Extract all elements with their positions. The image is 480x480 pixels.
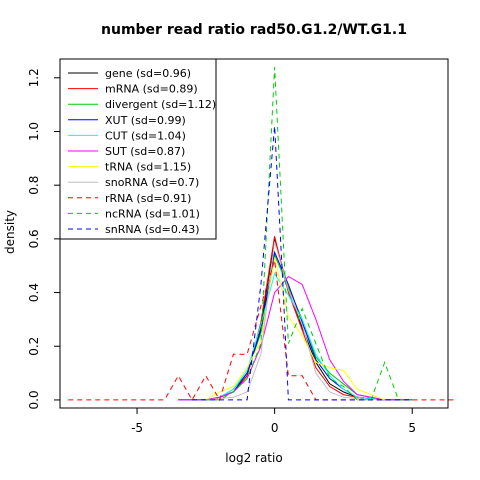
x-tick-label: 5 [408, 421, 416, 435]
series-line [192, 126, 413, 401]
legend-label: SUT (sd=0.87) [105, 145, 185, 158]
legend-label: snRNA (sd=0.43) [105, 223, 200, 236]
legend-label: rRNA (sd=0.91) [105, 192, 191, 205]
y-tick-label: 1.2 [27, 68, 41, 87]
series-line [178, 272, 413, 401]
x-tick-label: 0 [271, 421, 279, 435]
y-tick-label: 0.6 [27, 229, 41, 248]
series-line [205, 67, 413, 401]
series-line [205, 257, 385, 401]
y-tick-label: 0.4 [27, 283, 41, 302]
y-tick-label: 0.8 [27, 176, 41, 195]
legend-label: divergent (sd=1.12) [105, 98, 216, 111]
legend-label: tRNA (sd=1.15) [105, 161, 191, 174]
plot-body: -5 0 5 0.0 0.2 0.4 0.6 0.8 1.0 1.2 [27, 58, 454, 435]
y-tick-label: 0.2 [27, 337, 41, 356]
legend-label: gene (sd=0.96) [105, 67, 191, 80]
y-tick-label: 0.0 [27, 390, 41, 409]
legend-label: ncRNA (sd=1.01) [105, 207, 200, 220]
legend-label: XUT (sd=0.99) [105, 114, 186, 127]
x-tick-label: -5 [131, 421, 143, 435]
legend-label: CUT (sd=1.04) [105, 129, 186, 142]
y-axis-label: density [3, 210, 17, 254]
y-tick-label: 1.0 [27, 122, 41, 141]
x-axis-label: log2 ratio [225, 451, 282, 465]
series-line [205, 241, 372, 401]
series-line [178, 275, 413, 401]
legend: gene (sd=0.96) mRNA (sd=0.89) divergent (s… [59, 58, 217, 240]
legend-label: snoRNA (sd=0.7) [105, 176, 199, 189]
legend-label: mRNA (sd=0.89) [105, 83, 198, 96]
chart-title: number read ratio rad50.G1.2/WT.G1.1 [101, 22, 407, 38]
